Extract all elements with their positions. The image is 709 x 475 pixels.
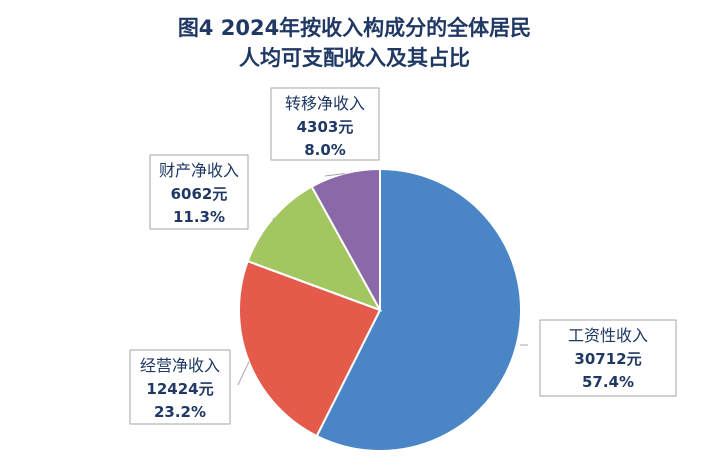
leader-line-business-income bbox=[237, 361, 250, 386]
slice-value-label-wage-income: 30712元 bbox=[574, 350, 641, 368]
pie-slice-business-income bbox=[238, 259, 382, 438]
slice-name-label-property-income: 财产净收入 bbox=[159, 161, 239, 180]
slice-percent-label-property-income: 11.3% bbox=[173, 208, 225, 226]
data-labels: 工资性收入 30712元 57.4% 经营净收入 12424元 23.2% 财产净收入 606… bbox=[129, 87, 677, 425]
slice-name-label-business-income: 经营净收入 bbox=[140, 356, 220, 375]
chart-title-line-1: 图4 2024年按收入构成分的全体居民 bbox=[177, 16, 532, 40]
pie-slices bbox=[238, 167, 522, 452]
pie-slice-wage-income bbox=[315, 167, 522, 452]
leader-line-transfer-income bbox=[324, 173, 345, 177]
chart-title-line-2: 人均可支配收入及其占比 bbox=[239, 46, 470, 70]
slice-value-label-business-income: 12424元 bbox=[146, 380, 213, 398]
label-box-property-income bbox=[149, 154, 249, 230]
slice-name-label-wage-income: 工资性收入 bbox=[568, 326, 648, 345]
leader-lines bbox=[237, 173, 528, 386]
slice-value-label-transfer-income: 4303元 bbox=[297, 118, 354, 136]
slice-percent-label-wage-income: 57.4% bbox=[582, 373, 634, 391]
slice-value-label-property-income: 6062元 bbox=[171, 185, 228, 203]
label-box-business-income bbox=[129, 349, 231, 425]
label-box-wage-income bbox=[539, 319, 677, 397]
label-box-transfer-income bbox=[270, 87, 380, 161]
slice-name-label-transfer-income: 转移净收入 bbox=[285, 94, 365, 113]
leader-line-property-income bbox=[272, 217, 275, 223]
slice-percent-label-transfer-income: 8.0% bbox=[304, 141, 346, 159]
slice-percent-label-business-income: 23.2% bbox=[154, 403, 206, 421]
